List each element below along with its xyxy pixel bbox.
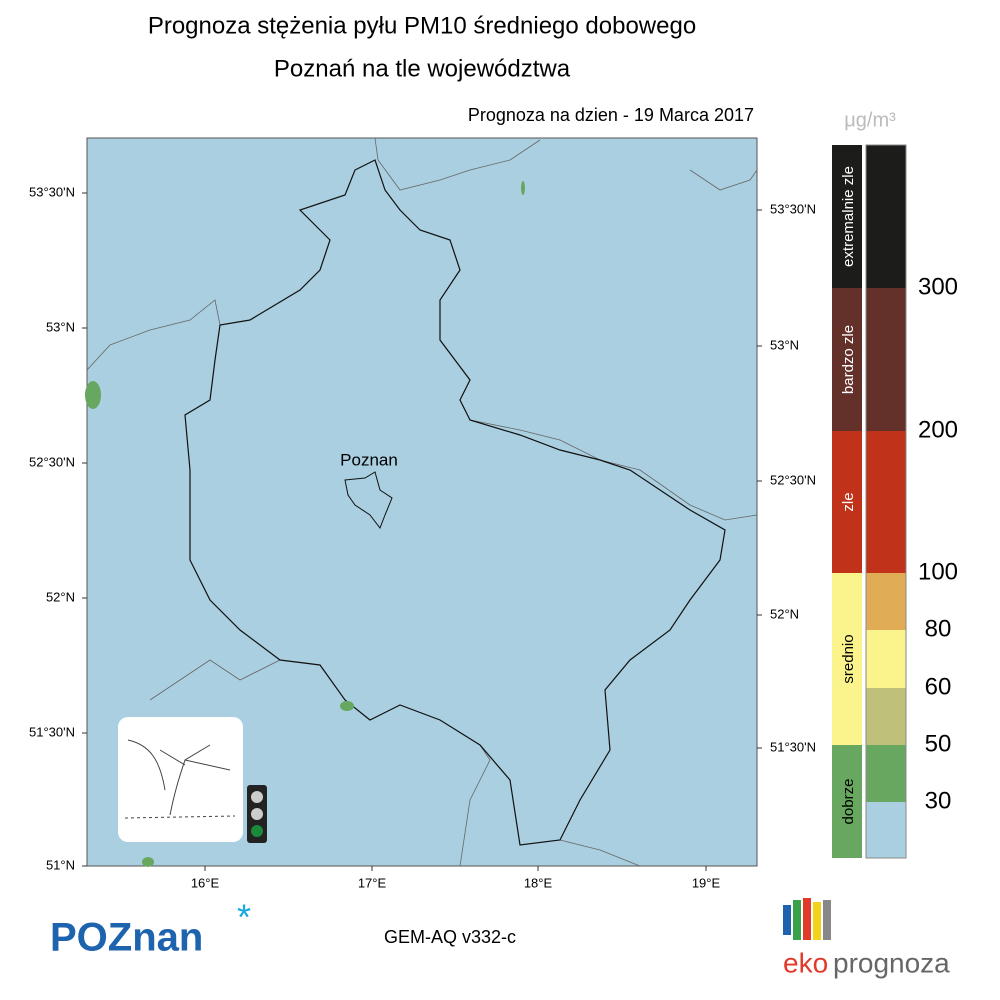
tree bbox=[124, 739, 236, 819]
city-label: Poznan bbox=[340, 450, 398, 469]
lat-label: 52°N bbox=[46, 589, 75, 604]
level-band bbox=[866, 802, 906, 858]
lon-label: 18°E bbox=[524, 875, 553, 890]
level-band bbox=[866, 630, 906, 688]
title: Prognoza stężenia pyłu PM10 średniego do… bbox=[148, 12, 696, 39]
lat-label: 52°30'N bbox=[29, 454, 75, 469]
lat-label: 53°30'N bbox=[770, 201, 816, 216]
date: Prognoza na dzien - 19 Marca 2017 bbox=[468, 105, 754, 125]
category-band bbox=[832, 745, 862, 858]
lat-label: 51°30'N bbox=[29, 724, 75, 739]
level-band bbox=[866, 745, 906, 802]
brand-eko: eko bbox=[783, 947, 828, 978]
level-band bbox=[866, 145, 906, 288]
brand-prognoza: prognoza bbox=[833, 947, 950, 978]
lat-label: 53°N bbox=[46, 319, 75, 334]
lat-label: 51°N bbox=[46, 857, 75, 872]
light bbox=[251, 825, 263, 837]
lon-label: 17°E bbox=[358, 875, 387, 890]
threshold-label: 100 bbox=[918, 558, 958, 585]
lat-label: 51°30'N bbox=[770, 739, 816, 754]
level-band bbox=[866, 688, 906, 745]
legend: extremalnie zle bardzo zle zle srednio dobrz… bbox=[832, 144, 958, 859]
threshold-label: 60 bbox=[925, 673, 952, 700]
light bbox=[251, 808, 263, 820]
category-band bbox=[832, 145, 862, 288]
category-label: srednio bbox=[840, 634, 857, 683]
threshold-label: 80 bbox=[925, 615, 952, 642]
category-label: extremalnie zle bbox=[840, 166, 857, 267]
category-band bbox=[832, 573, 862, 745]
lon-label: 19°E bbox=[692, 875, 721, 890]
lat-label: 52°N bbox=[770, 606, 799, 621]
patches bbox=[85, 181, 525, 867]
logo: POZnan bbox=[50, 916, 203, 960]
level-band bbox=[866, 573, 906, 630]
level-band bbox=[866, 431, 906, 573]
threshold-label: 200 bbox=[918, 416, 958, 443]
category-label: dobrze bbox=[840, 779, 857, 825]
category-label: bardzo zle bbox=[840, 325, 857, 394]
threshold-label: 300 bbox=[918, 273, 958, 300]
category-band bbox=[832, 431, 862, 573]
level-band bbox=[866, 288, 906, 431]
logo-star: * bbox=[237, 897, 251, 938]
threshold-label: 50 bbox=[925, 730, 952, 757]
subtitle: Poznań na tle województwa bbox=[274, 55, 571, 82]
legend-frame bbox=[865, 144, 907, 859]
unit: μg/m³ bbox=[844, 109, 896, 131]
voivodeship bbox=[184, 159, 726, 846]
category-band bbox=[832, 288, 862, 431]
map: Poznan bbox=[85, 137, 758, 867]
threshold-label: 30 bbox=[925, 787, 952, 814]
weather-icon bbox=[118, 717, 243, 842]
light bbox=[251, 791, 263, 803]
borders bbox=[86, 137, 758, 867]
lat-label: 53°N bbox=[770, 337, 799, 352]
lon-label: 16°E bbox=[191, 875, 220, 890]
city-border bbox=[344, 471, 393, 530]
lat-label: 53°30'N bbox=[29, 184, 75, 199]
brand-icon bbox=[783, 898, 831, 940]
category-label: zle bbox=[840, 492, 857, 511]
model: GEM-AQ v332-c bbox=[384, 927, 516, 947]
map-axes: 53°30'N 53°N 52°30'N 52°N 51°30'N 51°N 53°30'N… bbox=[29, 184, 816, 890]
lat-label: 52°30'N bbox=[770, 472, 816, 487]
